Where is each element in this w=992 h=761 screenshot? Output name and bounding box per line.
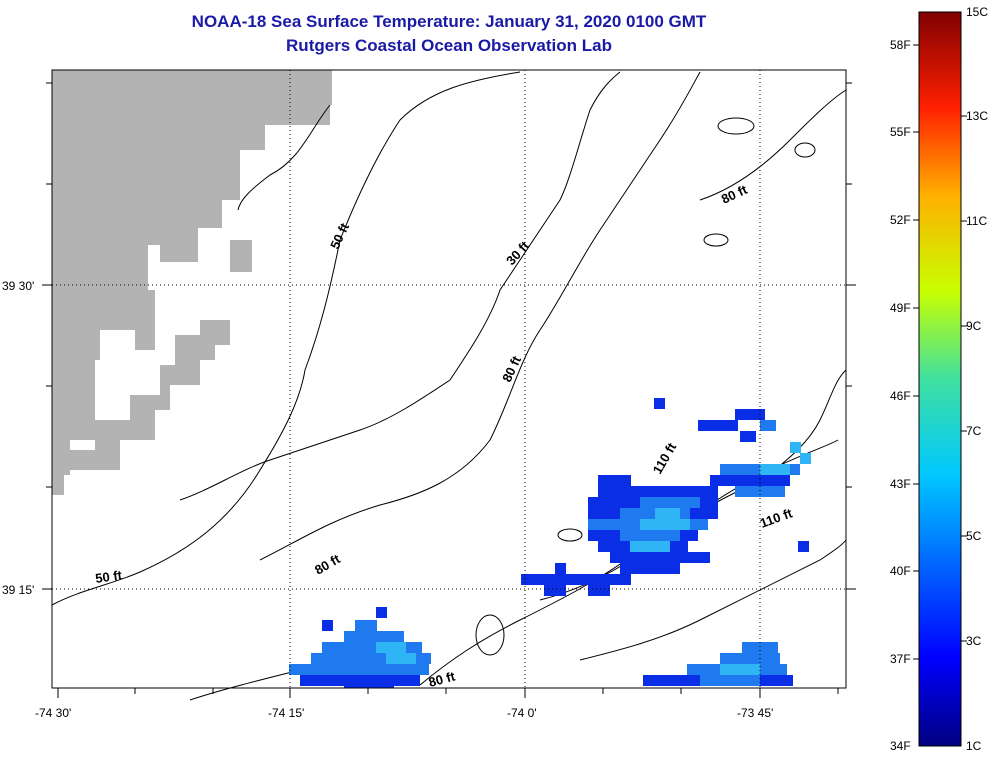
contour-label: 50 ft	[327, 220, 352, 251]
colorbar-f-label: 37F	[890, 652, 911, 666]
colorbar-f-label: 55F	[890, 125, 911, 139]
colorbar-f-label: 46F	[890, 389, 911, 403]
colorbar-c-label: 15C	[966, 5, 989, 19]
lat-label: 39 30'	[2, 279, 35, 293]
colorbar-f-label: 40F	[890, 564, 911, 578]
colorbar-f-label: 43F	[890, 477, 911, 491]
colorbar-c-label: 5C	[966, 529, 982, 543]
colorbar	[918, 11, 962, 747]
contour-label: 80 ft	[312, 551, 343, 578]
contour-label: 30 ft	[503, 238, 532, 268]
colorbar-ticks	[913, 44, 967, 660]
colorbar-c-label: 3C	[966, 634, 982, 648]
map-frame	[51, 69, 847, 689]
colorbar-c-label: 13C	[966, 109, 989, 123]
lon-label: -73 45'	[737, 706, 774, 720]
colorbar-c-label: 1C	[966, 739, 982, 753]
map-subtitle: Rutgers Coastal Ocean Observation Lab	[286, 36, 612, 55]
lon-label: -74 30'	[35, 706, 72, 720]
frame-ticks	[42, 82, 856, 698]
colorbar-c-label: 11C	[966, 214, 988, 228]
land-area	[52, 70, 332, 495]
lon-label: -74 15'	[268, 706, 305, 720]
lon-label: -74 0'	[507, 706, 537, 720]
colorbar-f-label: 34F	[890, 739, 911, 753]
colorbar-f-label: 58F	[890, 38, 911, 52]
contour-label: 80 ft	[427, 668, 457, 690]
sst-pixels	[289, 398, 811, 688]
contour-label: 110 ft	[650, 440, 680, 477]
colorbar-f-label: 52F	[890, 213, 911, 227]
contour-label: 110 ft	[758, 505, 795, 531]
lat-label: 39 15'	[2, 583, 35, 597]
contour-label: 50 ft	[94, 567, 123, 586]
colorbar-c-label: 7C	[966, 424, 982, 438]
contour-label: 80 ft	[719, 182, 750, 207]
contour-labels: 50 ft 30 ft 80 ft 80 ft 80 ft 110 ft 110…	[94, 182, 795, 690]
colorbar-f-label: 49F	[890, 301, 911, 315]
map-title: NOAA-18 Sea Surface Temperature: January…	[191, 12, 707, 31]
colorbar-c-label: 9C	[966, 319, 982, 333]
lat-lon-grid	[52, 70, 846, 688]
